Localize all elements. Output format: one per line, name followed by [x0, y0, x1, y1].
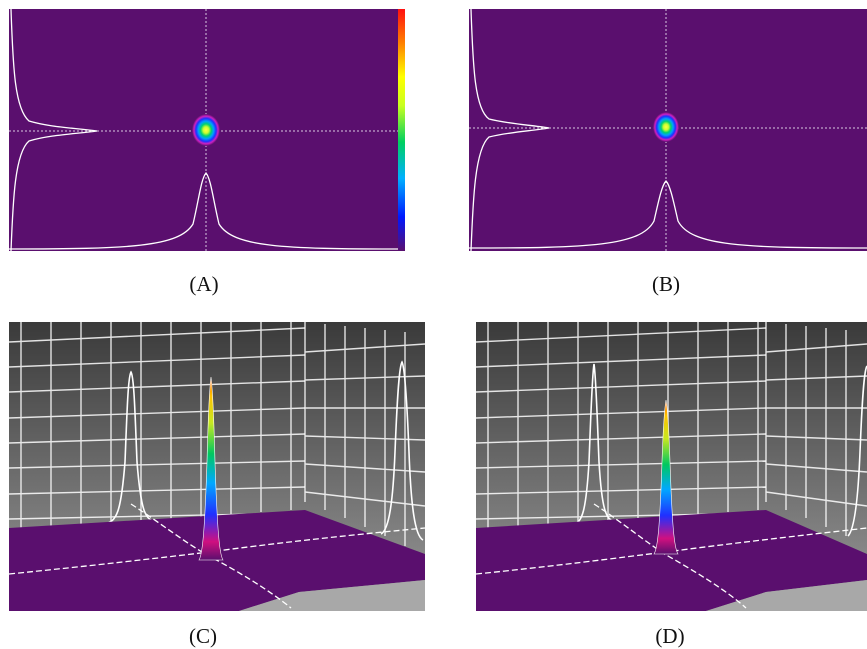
panel-c-caption: (C) — [189, 624, 217, 648]
beam-peak-3d — [653, 399, 679, 555]
vertical-profile-curve — [10, 9, 98, 251]
panel-d-3d-beam-plot — [476, 322, 867, 611]
panel-a-caption: (A) — [189, 272, 219, 296]
beam-peak-3d — [198, 376, 224, 561]
panel-a-2d-beam-image — [9, 9, 405, 251]
horizontal-profile-curve — [9, 171, 399, 250]
gray-base — [706, 580, 867, 611]
back-wall-profile-curve — [103, 370, 160, 525]
purple-floor — [476, 510, 867, 611]
colorbar — [398, 9, 405, 251]
beam-spot — [653, 112, 679, 142]
horizontal-profile-curve — [469, 180, 867, 249]
beam-spot — [192, 114, 220, 146]
right-wall-profile-curve — [847, 365, 867, 537]
panel-b-2d-beam-image — [469, 9, 867, 251]
back-wall-profile-curve — [573, 363, 619, 525]
panel-c-3d-beam-plot — [9, 322, 425, 611]
vertical-profile-curve — [470, 9, 550, 251]
right-wall-profile-curve — [380, 360, 424, 541]
panel-d-caption: (D) — [655, 624, 685, 648]
panel-b-caption: (B) — [652, 272, 680, 296]
